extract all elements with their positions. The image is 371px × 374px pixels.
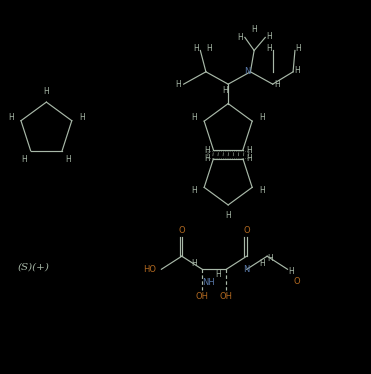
Text: H: H <box>274 80 279 89</box>
Text: H: H <box>246 154 252 163</box>
Text: H: H <box>204 154 210 163</box>
Text: H: H <box>266 44 272 53</box>
Text: H: H <box>79 113 85 122</box>
Text: NH: NH <box>203 278 215 287</box>
Text: H: H <box>222 86 228 95</box>
Text: H: H <box>204 146 210 155</box>
Text: H: H <box>193 44 199 53</box>
Text: O: O <box>293 277 300 286</box>
Text: H: H <box>267 254 273 263</box>
Text: H: H <box>22 155 27 164</box>
Text: H: H <box>8 113 14 122</box>
Text: H: H <box>225 211 231 220</box>
Text: H: H <box>215 270 221 279</box>
Text: H: H <box>191 259 197 268</box>
Text: H: H <box>237 33 243 42</box>
Text: H: H <box>294 66 299 75</box>
Text: O: O <box>243 226 250 235</box>
Text: H: H <box>266 32 272 41</box>
Text: H: H <box>43 87 49 96</box>
Text: H: H <box>289 267 294 276</box>
Text: H: H <box>206 44 212 53</box>
Text: N: N <box>244 67 250 76</box>
Text: H: H <box>246 146 252 155</box>
Text: H: H <box>65 155 71 164</box>
Text: (S)(+): (S)(+) <box>17 263 49 272</box>
Text: OH: OH <box>220 292 233 301</box>
Text: H: H <box>251 25 257 34</box>
Text: H: H <box>259 186 265 195</box>
Text: H: H <box>191 113 197 122</box>
Text: H: H <box>259 113 265 122</box>
Text: H: H <box>260 259 265 268</box>
Text: O: O <box>178 226 185 235</box>
Text: N: N <box>243 265 250 274</box>
Text: OH: OH <box>196 292 209 301</box>
Text: H: H <box>191 186 197 195</box>
Text: H: H <box>175 80 181 89</box>
Text: H: H <box>296 44 301 53</box>
Text: HO: HO <box>143 265 156 274</box>
